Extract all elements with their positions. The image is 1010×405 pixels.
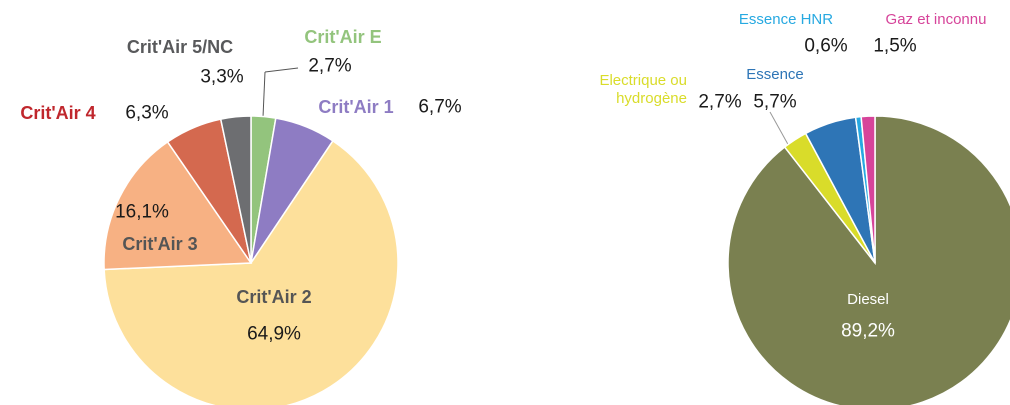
value-label: 3,3% xyxy=(200,66,244,88)
value-label: 5,7% xyxy=(753,91,797,113)
pie-slice xyxy=(727,115,1010,405)
value-label: 0,6% xyxy=(804,35,848,57)
category-label: Crit'Air 2 xyxy=(236,287,312,308)
leader-line xyxy=(262,71,266,118)
category-label: Diesel xyxy=(847,291,889,308)
value-label: 16,1% xyxy=(115,201,169,223)
category-label: Crit'Air 4 xyxy=(20,103,96,124)
leader-line xyxy=(264,67,299,73)
category-label: Essence xyxy=(746,66,804,83)
value-label: 1,5% xyxy=(873,35,917,57)
value-label: 2,7% xyxy=(308,55,352,77)
pie-slice xyxy=(860,115,876,264)
pie-slice xyxy=(219,115,252,264)
category-label: Crit'Air E xyxy=(304,27,382,48)
category-label: Crit'Air 1 xyxy=(318,97,394,118)
value-label: 89,2% xyxy=(841,320,895,342)
category-label: Electrique ou hydrogène xyxy=(599,72,687,107)
category-label: Essence HNR xyxy=(738,11,834,28)
category-label: Crit'Air 3 xyxy=(122,234,198,255)
pie-slice xyxy=(103,139,399,405)
category-label: Crit'Air 5/NC xyxy=(126,37,234,58)
value-label: 2,7% xyxy=(698,91,742,113)
value-label: 6,3% xyxy=(125,102,169,124)
value-label: 6,7% xyxy=(418,96,462,118)
value-label: 64,9% xyxy=(247,323,301,345)
leader-line xyxy=(769,111,791,149)
category-label: Gaz et inconnu xyxy=(885,11,987,28)
pie-slice xyxy=(103,140,253,271)
